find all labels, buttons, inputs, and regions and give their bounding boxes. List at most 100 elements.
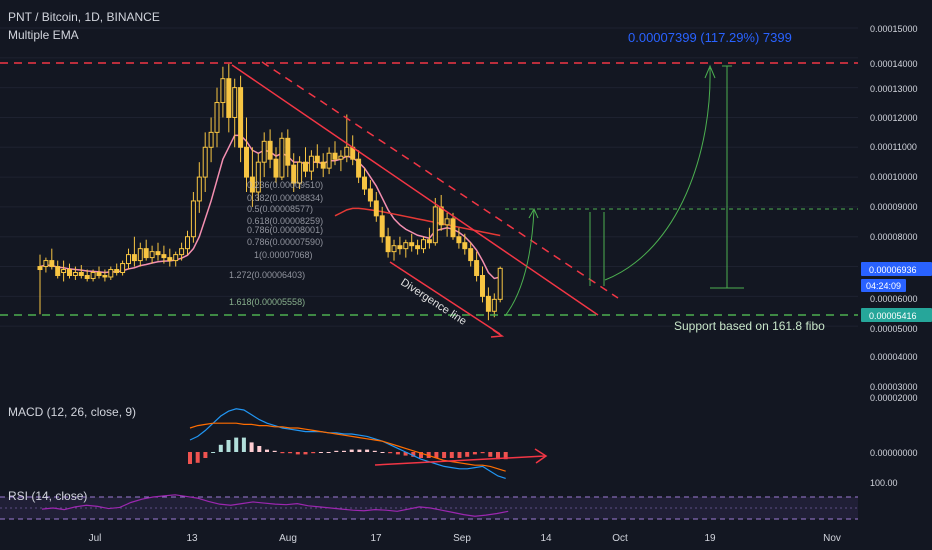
macd-hist-bar-21 bbox=[349, 449, 354, 452]
symbol-title[interactable]: PNT / Bitcoin, 1D, BINANCE bbox=[8, 10, 160, 24]
macd-hist-bar-28 bbox=[403, 452, 408, 456]
candle-body-76 bbox=[485, 295, 491, 312]
candle-body-6 bbox=[72, 272, 78, 276]
macd-hist-bar-25 bbox=[380, 452, 385, 453]
candle-body-48 bbox=[320, 161, 326, 169]
rsi-label: RSI (14, close) bbox=[8, 489, 87, 503]
macd-hist-bar-38 bbox=[480, 452, 485, 454]
macd-hist-bar-23 bbox=[365, 449, 370, 452]
macd-hist-bar-1 bbox=[195, 452, 200, 463]
candle-body-16 bbox=[131, 254, 137, 262]
macd-hist-bar-3 bbox=[211, 452, 216, 453]
macd-hist-bar-6 bbox=[234, 437, 239, 452]
grid bbox=[0, 27, 858, 327]
macd-hist-bar-18 bbox=[326, 452, 331, 453]
candle-body-12 bbox=[108, 269, 114, 278]
fib-label-5: 0.786(0.00007590) bbox=[247, 237, 323, 247]
candle-body-0 bbox=[37, 266, 43, 271]
macd-hist-bar-8 bbox=[249, 442, 254, 452]
macd-hist-bar-15 bbox=[303, 452, 308, 455]
fib-label-0: 0.236(0.00009510) bbox=[247, 180, 323, 190]
candle-body-77 bbox=[491, 298, 497, 312]
fib-label-1: 0.382(0.00008834) bbox=[247, 193, 323, 203]
candle-body-14 bbox=[120, 263, 126, 274]
candle-body-18 bbox=[143, 248, 149, 259]
macd-hist-bar-19 bbox=[334, 450, 339, 452]
candle-body-8 bbox=[84, 274, 90, 279]
candle-body-70 bbox=[450, 218, 456, 238]
candle-body-34 bbox=[238, 87, 244, 148]
macd-hist-bar-7 bbox=[241, 437, 246, 452]
macd-line bbox=[189, 408, 506, 479]
candle-body-55 bbox=[362, 176, 367, 190]
macd-hist-bar-14 bbox=[295, 452, 300, 455]
drawings bbox=[0, 61, 858, 338]
candle-body-44 bbox=[297, 161, 303, 184]
time-tick-7: 19 bbox=[704, 533, 716, 544]
candle-body-46 bbox=[308, 155, 314, 172]
macd-hist-bar-40 bbox=[496, 452, 500, 460]
candle-body-52 bbox=[344, 146, 350, 157]
price-tick-5: 0.00010000 bbox=[870, 172, 918, 182]
fib-label-7: 1.272(0.00006403) bbox=[229, 270, 305, 280]
macd-trend-arrow bbox=[374, 455, 546, 466]
price-tick-11: 0.00004000 bbox=[870, 352, 918, 362]
indicator-title[interactable]: Multiple EMA bbox=[8, 28, 79, 42]
candle-body-13 bbox=[114, 269, 120, 274]
candle-body-25 bbox=[185, 236, 190, 250]
candle-body-58 bbox=[379, 215, 385, 238]
candle-body-5 bbox=[67, 269, 72, 276]
fib-label-6: 1(0.00007068) bbox=[254, 250, 313, 260]
candle-body-50 bbox=[332, 152, 338, 160]
time-tick-1: 13 bbox=[186, 533, 198, 544]
candle-body-74 bbox=[474, 260, 480, 276]
macd-hist-bar-22 bbox=[357, 449, 362, 452]
candle-body-62 bbox=[403, 242, 409, 250]
candle-body-71 bbox=[456, 236, 462, 244]
green-arrow-large bbox=[704, 64, 716, 79]
macd-hist-bar-9 bbox=[257, 446, 262, 452]
candle-body-30 bbox=[214, 102, 220, 133]
time-tick-8: Nov bbox=[823, 533, 841, 544]
candle-body-72 bbox=[462, 242, 468, 250]
candle-body-59 bbox=[385, 236, 391, 253]
divergence-line bbox=[389, 261, 501, 335]
candle-body-42 bbox=[285, 137, 291, 166]
candle-body-78 bbox=[497, 267, 503, 300]
price-tick-12: 0.00003000 bbox=[870, 382, 918, 392]
candle-body-39 bbox=[267, 140, 273, 160]
macd-hist-bar-35 bbox=[457, 452, 462, 458]
macd-hist-bar-41 bbox=[503, 452, 508, 460]
green-arc-large bbox=[604, 67, 711, 281]
fib-label-2: 0.5(0.00008577) bbox=[247, 204, 313, 214]
candle-body-28 bbox=[202, 146, 208, 178]
macd-hist-bar-33 bbox=[442, 452, 447, 458]
candle-body-1 bbox=[43, 260, 49, 268]
macd-hist-bar-26 bbox=[388, 452, 393, 454]
rsi-line bbox=[41, 494, 509, 517]
candle-body-40 bbox=[273, 158, 279, 178]
green-arrow-small bbox=[528, 207, 539, 219]
candle-body-33 bbox=[232, 87, 238, 118]
macd-hist-bar-13 bbox=[288, 452, 293, 454]
countdown-text: 04:24:09 bbox=[866, 281, 901, 291]
fib-label-4: 0.786(0.00008001) bbox=[247, 225, 323, 235]
macd-hist-bar-11 bbox=[272, 450, 277, 452]
macd-hist-bar-36 bbox=[465, 452, 470, 457]
last-price-text: 0.00006936 bbox=[869, 265, 917, 275]
price-tick-4: 0.00011000 bbox=[870, 142, 917, 152]
candle-body-7 bbox=[78, 272, 84, 276]
candle-body-75 bbox=[480, 274, 485, 297]
macd-hist-bar-29 bbox=[411, 452, 416, 457]
candle-body-69 bbox=[444, 218, 450, 226]
time-tick-2: Aug bbox=[279, 533, 297, 544]
parallel-channel-line bbox=[261, 61, 619, 299]
price-tick-6: 0.00009000 bbox=[870, 202, 918, 212]
time-tick-6: Oct bbox=[612, 533, 628, 544]
price-tick-13: 0.00002000 bbox=[870, 393, 918, 403]
candle-body-36 bbox=[249, 176, 255, 193]
price-tick-9: 0.00006000 bbox=[870, 294, 918, 304]
candle-body-64 bbox=[415, 245, 421, 250]
candle-body-9 bbox=[90, 272, 96, 279]
